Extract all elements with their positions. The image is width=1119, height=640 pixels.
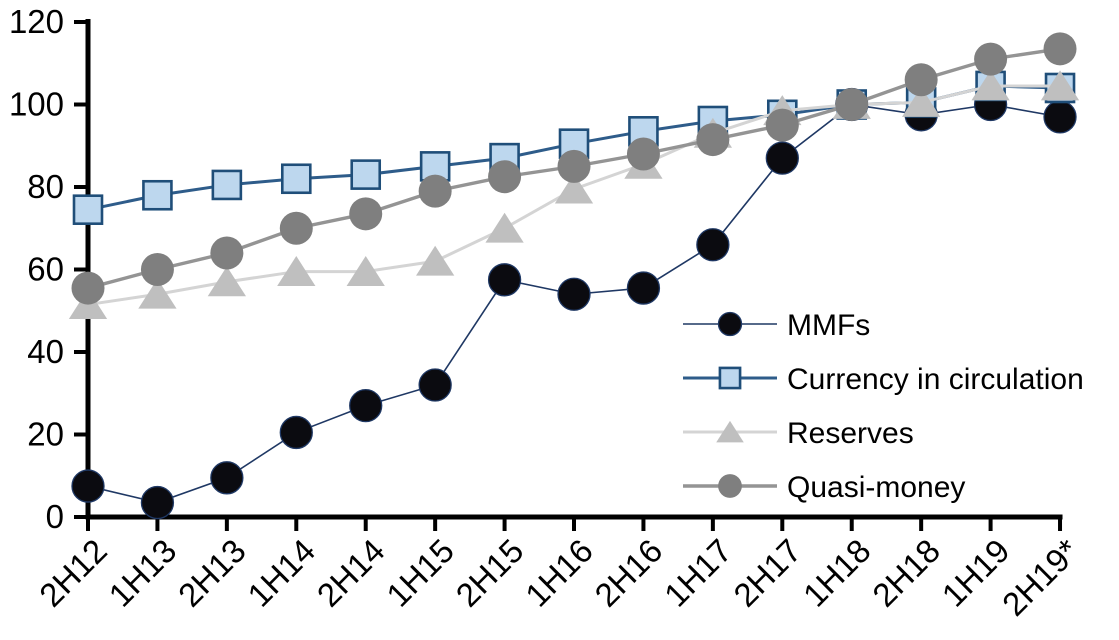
y-tick-label: 120 xyxy=(9,3,64,40)
marker-mmfs xyxy=(1043,100,1077,134)
marker-quasi-money xyxy=(349,197,383,231)
marker-mmfs xyxy=(557,277,591,311)
y-tick-label: 40 xyxy=(27,333,64,370)
y-axis-labels: 0 20 40 60 80 100 120 xyxy=(9,3,64,535)
marker-quasi-money xyxy=(210,236,244,270)
legend-label-reserves: Reserves xyxy=(787,417,914,450)
marker-mmfs xyxy=(765,141,799,175)
marker-quasi-money xyxy=(835,88,869,121)
x-tick-label: 2H19* xyxy=(995,532,1086,623)
x-tick-label: 1H13 xyxy=(101,532,183,614)
x-tick-label: 2H17 xyxy=(726,532,808,614)
series-mmfs xyxy=(71,87,1077,520)
marker-currency-in-circulation xyxy=(72,194,104,225)
series-reserves xyxy=(68,70,1080,319)
marker-reserves xyxy=(1040,70,1080,101)
marker-quasi-money xyxy=(418,174,452,208)
legend: MMFs Currency in circulation Reserves Quasi… xyxy=(683,309,1084,504)
legend-label-quasi-money: Quasi-money xyxy=(787,471,965,504)
marker-reserves xyxy=(485,212,524,243)
marker-quasi-money xyxy=(279,211,313,245)
y-tick-label: 100 xyxy=(9,86,64,123)
y-tick-label: 80 xyxy=(27,168,64,205)
marker-currency-in-circulation xyxy=(350,159,382,190)
x-tick-label: 1H15 xyxy=(379,532,461,614)
x-tick-label: 2H18 xyxy=(865,532,947,614)
marker-reserves xyxy=(138,278,177,309)
marker-mmfs xyxy=(717,311,743,337)
marker-quasi-money xyxy=(1043,32,1077,66)
x-axis-labels: 2H121H132H131H142H141H152H151H162H161H17… xyxy=(32,532,1086,623)
marker-currency-in-circulation xyxy=(211,169,243,201)
marker-mmfs xyxy=(626,271,661,305)
marker-mmfs xyxy=(71,469,105,503)
y-tick-label: 60 xyxy=(27,251,64,288)
marker-quasi-money xyxy=(140,253,174,286)
marker-quasi-money xyxy=(488,160,522,194)
marker-reserves xyxy=(207,266,246,297)
marker-quasi-money xyxy=(71,271,105,305)
y-axis-ticks xyxy=(74,20,88,519)
marker-mmfs xyxy=(487,263,522,297)
y-tick-label: 0 xyxy=(46,498,64,535)
x-tick-label: 2H16 xyxy=(587,532,669,614)
x-axis-ticks xyxy=(86,517,1063,531)
marker-mmfs xyxy=(349,388,383,423)
x-tick-label: 2H14 xyxy=(310,532,392,614)
marker-quasi-money xyxy=(557,149,591,183)
marker-reserves xyxy=(346,256,385,286)
marker-quasi-money xyxy=(904,63,938,97)
marker-reserves xyxy=(902,86,941,117)
marker-reserves xyxy=(716,420,744,443)
marker-mmfs xyxy=(210,461,244,495)
marker-mmfs xyxy=(696,228,730,262)
marker-currency-in-circulation xyxy=(718,366,742,390)
marker-reserves xyxy=(971,70,1010,101)
marker-currency-in-circulation xyxy=(142,179,173,211)
legend-label-currency-in-circulation: Currency in circulation xyxy=(787,363,1084,396)
legend-item-reserves: Reserves xyxy=(683,417,914,450)
legend-item-currency-in-circulation: Currency in circulation xyxy=(683,363,1084,396)
x-tick-label: 1H18 xyxy=(796,532,878,614)
series-quasi-money xyxy=(71,32,1077,305)
y-tick-label: 20 xyxy=(27,416,64,453)
x-tick-label: 2H15 xyxy=(449,532,531,614)
marker-reserves xyxy=(554,173,594,204)
marker-reserves xyxy=(277,256,316,286)
x-tick-label: 1H16 xyxy=(518,532,600,614)
marker-reserves xyxy=(416,245,455,276)
marker-mmfs xyxy=(279,415,313,450)
legend-label-mmfs: MMFs xyxy=(787,309,870,342)
marker-quasi-money xyxy=(696,123,730,157)
marker-currency-in-circulation xyxy=(280,163,312,195)
marker-quasi-money xyxy=(974,42,1008,76)
marker-quasi-money xyxy=(718,474,742,498)
marker-mmfs xyxy=(140,485,175,520)
marker-mmfs xyxy=(418,368,452,402)
x-tick-label: 1H14 xyxy=(240,532,322,614)
marker-quasi-money xyxy=(765,108,799,142)
x-tick-label: 2H13 xyxy=(171,532,253,614)
legend-item-mmfs: MMFs xyxy=(683,309,870,342)
x-tick-label: 1H17 xyxy=(657,532,739,614)
marker-quasi-money xyxy=(626,137,660,171)
x-tick-label: 2H12 xyxy=(32,532,114,614)
legend-item-quasi-money: Quasi-money xyxy=(683,471,965,504)
